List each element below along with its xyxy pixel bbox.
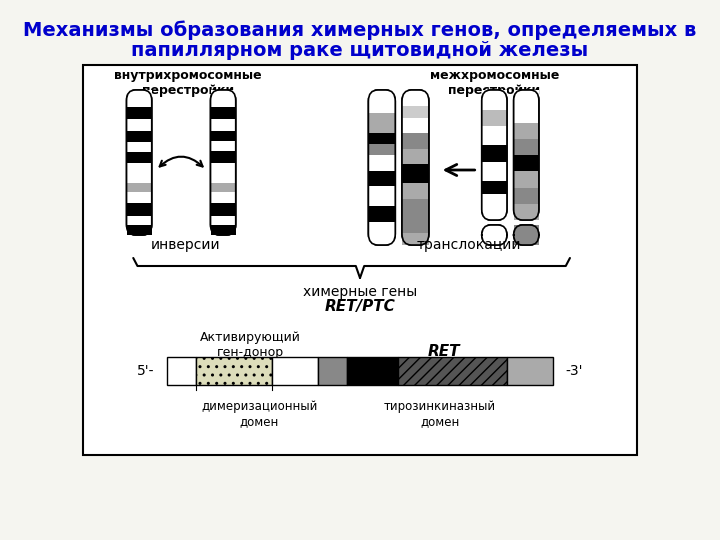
- Bar: [402, 183, 429, 199]
- Bar: [402, 133, 429, 149]
- Bar: [210, 131, 235, 141]
- Bar: [482, 145, 507, 161]
- Bar: [397, 357, 507, 385]
- Bar: [513, 90, 539, 106]
- Bar: [127, 163, 152, 183]
- Text: химерные гены: химерные гены: [303, 285, 417, 299]
- Bar: [210, 90, 235, 107]
- Bar: [210, 225, 235, 235]
- Bar: [210, 163, 235, 183]
- Text: тирозинкиназный
домен: тирозинкиназный домен: [384, 400, 496, 428]
- Bar: [507, 357, 553, 385]
- Bar: [513, 205, 539, 220]
- Text: RET: RET: [428, 345, 460, 360]
- Bar: [369, 113, 395, 133]
- Text: -3': -3': [566, 364, 583, 378]
- FancyBboxPatch shape: [482, 225, 507, 245]
- Bar: [210, 192, 235, 203]
- Bar: [369, 90, 395, 113]
- Bar: [348, 357, 397, 385]
- Bar: [402, 217, 429, 233]
- Text: Механизмы образования химерных генов, определяемых в: Механизмы образования химерных генов, оп…: [23, 20, 697, 40]
- Text: RET/PTC: RET/PTC: [325, 300, 395, 314]
- Bar: [482, 194, 507, 210]
- Bar: [482, 181, 507, 194]
- Bar: [482, 161, 507, 181]
- Bar: [513, 187, 539, 205]
- FancyBboxPatch shape: [127, 90, 152, 235]
- Bar: [127, 119, 152, 131]
- Bar: [513, 225, 539, 245]
- Text: транслокации: транслокации: [417, 238, 521, 252]
- Bar: [402, 199, 429, 217]
- Bar: [369, 222, 395, 235]
- Bar: [318, 357, 348, 385]
- Text: Активирующий
ген-донор: Активирующий ген-донор: [200, 331, 301, 359]
- Bar: [402, 90, 429, 105]
- Bar: [369, 171, 395, 186]
- Text: межхромосомные
перестройки: межхромосомные перестройки: [430, 69, 559, 97]
- Bar: [127, 107, 152, 119]
- Bar: [369, 235, 395, 245]
- Bar: [127, 90, 152, 107]
- Bar: [127, 216, 152, 225]
- Bar: [197, 357, 272, 385]
- FancyBboxPatch shape: [513, 90, 539, 220]
- Bar: [369, 144, 395, 155]
- Text: 5'-: 5'-: [137, 364, 154, 378]
- Bar: [513, 106, 539, 123]
- Bar: [210, 183, 235, 192]
- Bar: [513, 155, 539, 171]
- Bar: [513, 171, 539, 187]
- Bar: [482, 126, 507, 145]
- Bar: [369, 155, 395, 171]
- Bar: [210, 151, 235, 163]
- Bar: [210, 216, 235, 225]
- Text: внутрихромосомные
перестройки: внутрихромосомные перестройки: [114, 69, 261, 97]
- Bar: [482, 210, 507, 220]
- Text: инверсии: инверсии: [150, 238, 220, 252]
- Bar: [482, 225, 507, 245]
- Bar: [369, 206, 395, 222]
- Bar: [210, 141, 235, 151]
- Bar: [272, 357, 318, 385]
- Text: димеризационный
домен: димеризационный домен: [201, 400, 318, 428]
- Bar: [127, 192, 152, 203]
- FancyBboxPatch shape: [83, 65, 637, 455]
- Bar: [210, 119, 235, 131]
- Bar: [402, 164, 429, 183]
- Bar: [402, 149, 429, 164]
- FancyBboxPatch shape: [369, 90, 395, 245]
- Bar: [127, 131, 152, 142]
- Bar: [127, 203, 152, 216]
- FancyBboxPatch shape: [482, 90, 507, 220]
- FancyBboxPatch shape: [210, 90, 235, 235]
- Bar: [127, 225, 152, 235]
- Bar: [402, 118, 429, 133]
- FancyBboxPatch shape: [513, 225, 539, 245]
- Bar: [369, 133, 395, 144]
- Bar: [482, 110, 507, 126]
- Text: папиллярном раке щитовидной железы: папиллярном раке щитовидной железы: [131, 40, 589, 59]
- FancyBboxPatch shape: [402, 90, 429, 245]
- Bar: [210, 203, 235, 216]
- Bar: [513, 123, 539, 139]
- Bar: [210, 107, 235, 119]
- Bar: [402, 105, 429, 118]
- Bar: [127, 152, 152, 163]
- Bar: [402, 233, 429, 245]
- Bar: [513, 139, 539, 155]
- Bar: [167, 357, 197, 385]
- Bar: [127, 183, 152, 192]
- Bar: [369, 186, 395, 206]
- Bar: [482, 90, 507, 110]
- Bar: [127, 142, 152, 152]
